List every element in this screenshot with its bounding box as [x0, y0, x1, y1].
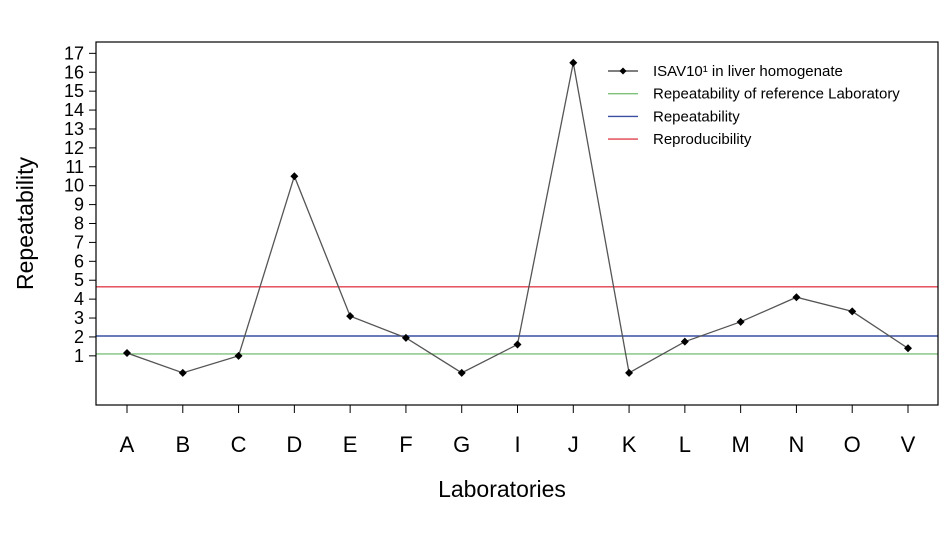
data-point-J: [569, 58, 578, 67]
y-tick-label: 7: [74, 232, 84, 252]
x-tick-label-O: O: [844, 432, 861, 457]
x-tick-label-I: I: [514, 432, 520, 457]
y-tick-label: 14: [64, 100, 84, 120]
y-tick-label: 9: [74, 195, 84, 215]
data-point-G: [457, 368, 466, 377]
x-tick-label-G: G: [453, 432, 470, 457]
y-tick-label: 16: [64, 62, 84, 82]
data-point-A: [123, 349, 131, 358]
y-tick-label: 15: [64, 81, 84, 101]
reference-lines: [96, 286, 938, 355]
data-point-B: [178, 368, 187, 377]
legend-label-1: Repeatability of reference Laboratory: [653, 86, 900, 103]
data-point-L: [680, 337, 689, 346]
x-axis-title: Laboratories: [438, 476, 566, 502]
y-tick-label: 2: [74, 327, 84, 347]
x-tick-label-C: C: [231, 432, 247, 457]
x-tick-label-E: E: [343, 432, 358, 457]
x-tick-label-L: L: [679, 432, 691, 457]
y-tick-label: 11: [65, 157, 84, 177]
data-point-N: [792, 293, 801, 302]
data-point-F: [401, 333, 410, 342]
data-point-O: [848, 307, 857, 316]
y-axis-title: Repeatability: [12, 157, 38, 290]
y-tick-label: 12: [64, 138, 84, 158]
x-tick-label-N: N: [788, 432, 804, 457]
series-line-0: [126, 62, 909, 374]
y-tick-label: 10: [64, 176, 84, 196]
data-point-K: [625, 368, 634, 377]
y-tick-label: 5: [74, 270, 84, 290]
data-point-M: [736, 317, 745, 326]
x-tick-label-D: D: [286, 432, 302, 457]
x-tick-label-M: M: [731, 432, 749, 457]
x-tick-label-J: J: [568, 432, 579, 457]
y-tick-label: 4: [74, 289, 84, 309]
y-tick-label: 3: [74, 308, 84, 328]
x-tick-label-B: B: [175, 432, 190, 457]
legend: ISAV10¹ in liver homogenate Repeatability…: [608, 63, 900, 148]
series-layer: [123, 58, 912, 377]
y-tick-label: 6: [74, 251, 84, 271]
y-tick-label: 8: [74, 214, 84, 234]
x-tick-label-K: K: [622, 432, 637, 457]
x-tick-label-V: V: [901, 432, 916, 457]
data-point-D: [290, 172, 299, 181]
data-point-V: [904, 344, 912, 353]
legend-marker: [619, 67, 627, 75]
y-tick-label: 13: [64, 119, 84, 139]
legend-label-2: Repeatability: [653, 108, 740, 125]
legend-label-0: ISAV10¹ in liver homogenate: [653, 63, 843, 80]
x-tick-label-F: F: [399, 432, 412, 457]
legend-label-3: Reproducibility: [653, 131, 752, 148]
y-tick-label: 1: [74, 346, 84, 366]
data-point-I: [513, 340, 522, 349]
data-point-E: [346, 312, 355, 321]
data-point-C: [234, 351, 243, 360]
y-tick-label: 17: [64, 43, 84, 63]
x-tick-label-A: A: [120, 432, 135, 457]
